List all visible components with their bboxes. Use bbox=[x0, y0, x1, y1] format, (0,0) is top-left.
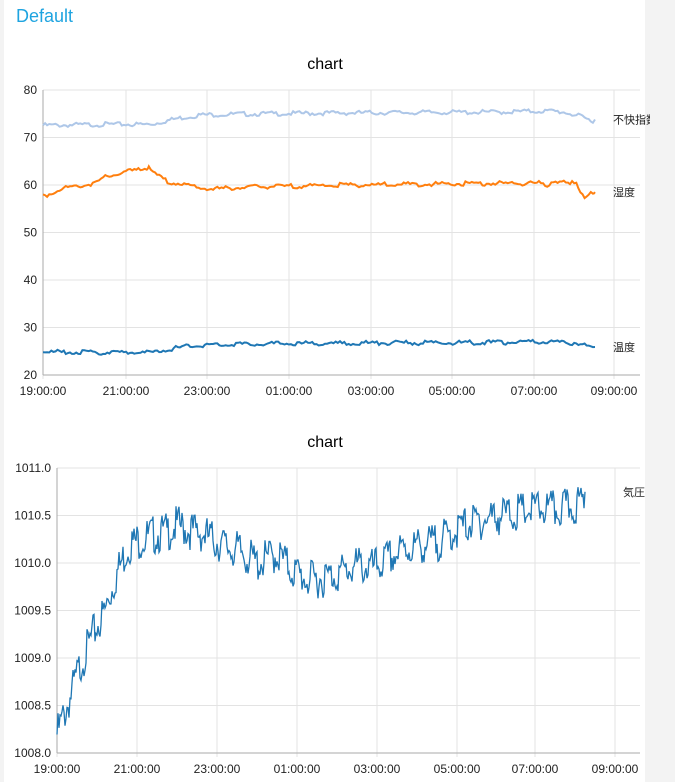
y-tick-label: 1010.5 bbox=[14, 509, 51, 523]
x-tick-label: 19:00:00 bbox=[20, 384, 67, 398]
y-tick-label: 30 bbox=[24, 321, 38, 335]
y-tick-label: 1008.0 bbox=[14, 746, 51, 760]
series-line bbox=[42, 164, 596, 200]
x-tick-label: 23:00:00 bbox=[184, 384, 231, 398]
x-tick-label: 03:00:00 bbox=[354, 762, 401, 776]
right-scroll-strip bbox=[645, 0, 675, 782]
series-line bbox=[42, 108, 596, 129]
x-tick-label: 21:00:00 bbox=[114, 762, 161, 776]
y-tick-label: 20 bbox=[24, 368, 38, 382]
series-label: 気圧 bbox=[623, 485, 645, 499]
y-tick-label: 70 bbox=[24, 131, 38, 145]
series-line bbox=[56, 487, 586, 735]
chart-1-plot: 20 30 40 50 60 70 80 19:00:00 21:00:00 23:00:00 01… bbox=[20, 83, 650, 398]
chart-2-plot: 1008.0 1008.5 1009.0 1009.5 1010.0 1010.5 1011… bbox=[14, 461, 645, 776]
series-label: 湿度 bbox=[613, 185, 635, 199]
y-tick-label: 1011.0 bbox=[15, 461, 51, 475]
x-tick-label: 09:00:00 bbox=[591, 384, 638, 398]
x-tick-label: 21:00:00 bbox=[103, 384, 150, 398]
x-tick-label: 05:00:00 bbox=[429, 384, 476, 398]
group-title: Default bbox=[16, 6, 74, 26]
series-label: 温度 bbox=[613, 340, 635, 354]
left-edge-strip bbox=[0, 0, 4, 782]
x-tick-label: 19:00:00 bbox=[34, 762, 81, 776]
chart-1-title: chart bbox=[307, 56, 343, 73]
y-tick-label: 1009.0 bbox=[14, 651, 51, 665]
y-tick-label: 40 bbox=[24, 273, 38, 287]
y-tick-label: 80 bbox=[24, 83, 38, 97]
y-tick-label: 1010.0 bbox=[14, 556, 51, 570]
y-tick-label: 1008.5 bbox=[14, 699, 51, 713]
x-tick-label: 01:00:00 bbox=[274, 762, 321, 776]
y-tick-label: 1009.5 bbox=[14, 604, 51, 618]
x-tick-label: 07:00:00 bbox=[511, 384, 558, 398]
x-tick-label: 09:00:00 bbox=[592, 762, 639, 776]
x-tick-label: 23:00:00 bbox=[194, 762, 241, 776]
x-tick-label: 01:00:00 bbox=[266, 384, 313, 398]
x-tick-label: 07:00:00 bbox=[512, 762, 559, 776]
series-line bbox=[42, 338, 596, 356]
y-tick-label: 50 bbox=[24, 226, 38, 240]
chart-2-title: chart bbox=[307, 434, 343, 451]
series-label: 不快指数 bbox=[613, 112, 650, 126]
y-tick-label: 60 bbox=[24, 178, 38, 192]
x-tick-label: 05:00:00 bbox=[434, 762, 481, 776]
x-tick-label: 03:00:00 bbox=[348, 384, 395, 398]
